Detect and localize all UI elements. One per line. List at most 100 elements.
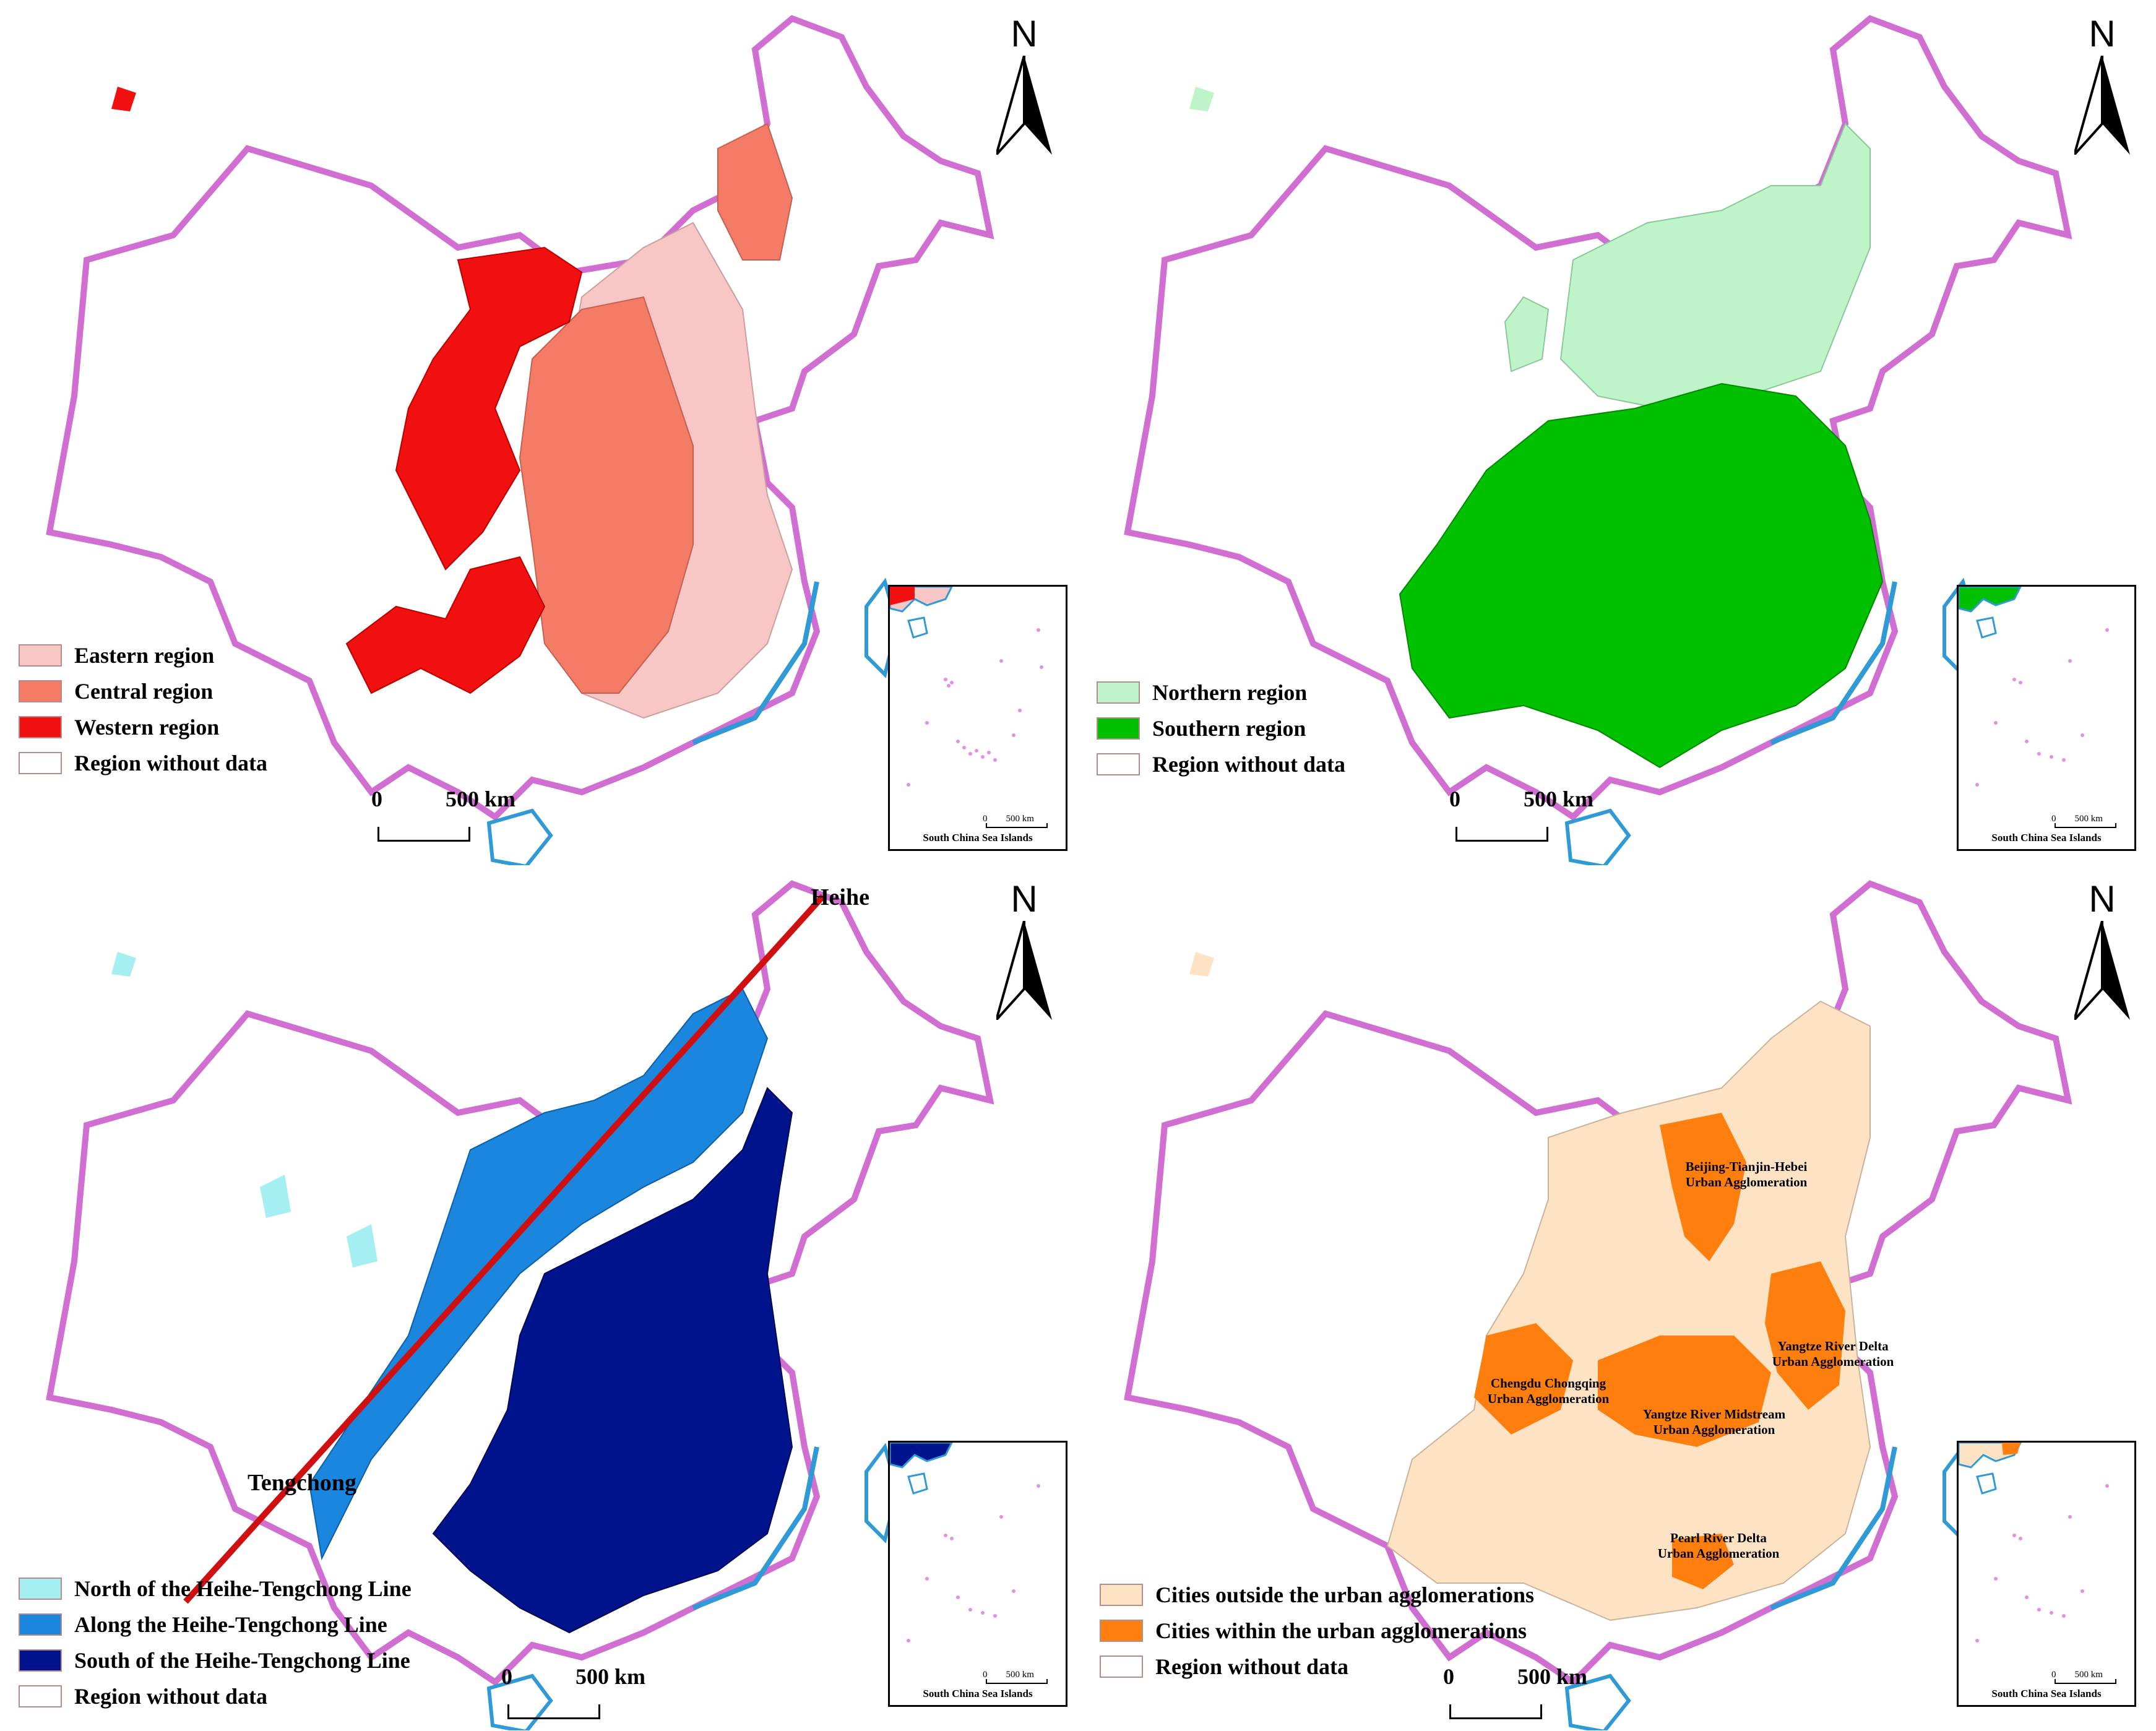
legend-swatch [1097,681,1140,704]
legend-swatch [19,716,62,738]
legend-label: Western region [74,715,220,740]
china-map [1078,865,2156,1730]
legend-label: Region without data [74,751,268,775]
legend-label: Northern region [1152,680,1308,705]
legend-label: North of the Heihe-Tengchong Line [74,1576,412,1601]
south-china-sea-inset: 0 500 km South China Sea Islands [1957,1441,2136,1707]
inset-label: South China Sea Islands [1991,1688,2102,1699]
china-map [0,865,1078,1730]
north-arrow: N [990,878,1058,1020]
legend: Eastern region Central region Western re… [19,637,267,781]
legend-swatch [1097,753,1140,775]
legend-label: Region without data [1155,1654,1349,1679]
agglomeration-label: Yangtze River Delta Urban Agglomeration [1772,1339,1894,1369]
legend-item: North of the Heihe-Tengchong Line [19,1571,412,1607]
scale-distance: 500 km [1524,787,1594,811]
agglomeration-label: Chengdu Chongqing Urban Agglomeration [1487,1376,1610,1406]
south-china-sea-inset: 0 500 km South China Sea Islands [888,1441,1067,1707]
scale-zero: 0 [1449,787,1460,811]
legend-swatch [19,1578,62,1600]
legend-item: Region without data [19,745,267,781]
tengchong-label: Tengchong [248,1470,356,1496]
north-arrow: N [2068,878,2136,1020]
scale-zero: 0 [371,787,382,811]
legend: North of the Heihe-Tengchong Line Along … [19,1571,412,1714]
legend-item: Region without data [19,1678,412,1714]
legend-swatch [19,644,62,667]
north-arrow-icon [2074,56,2130,155]
legend-item: Along the Heihe-Tengchong Line [19,1607,412,1643]
north-arrow: N [2068,12,2136,155]
legend-swatch [1100,1620,1143,1642]
scale-bar-line [507,1704,600,1719]
legend-label: Along the Heihe-Tengchong Line [74,1612,387,1637]
north-arrow-icon [996,921,1052,1020]
map-panel-regions: N Eastern region Central region Western … [0,0,1078,865]
legend: Northern region Southern region Region w… [1097,675,1345,782]
inset-scale-bar [986,823,1048,828]
inset-scale-zero: 0 500 km [983,814,1034,824]
north-label: N [1011,878,1038,920]
legend-label: Eastern region [74,643,215,668]
inset-scale-zero: 0 500 km [2051,814,2103,824]
scale-bar-line [1449,1704,1542,1719]
legend-swatch [19,752,62,774]
north-label: N [2089,13,2116,54]
heihe-label: Heihe [811,884,869,910]
scale-bar: 0 500 km [1449,786,1610,848]
legend-item: Region without data [1097,746,1345,782]
map-panel-urban-agglomerations: Beijing-Tianjin-Hebei Urban Agglomeration… [1078,865,2156,1730]
agglomeration-label: Pearl River Delta Urban Agglomeration [1657,1530,1780,1561]
scale-distance: 500 km [576,1664,646,1689]
inset-scale-zero: 0 500 km [983,1670,1034,1680]
china-map [1078,0,2156,865]
inset-label: South China Sea Islands [923,1688,1033,1699]
north-label: N [2089,878,2116,920]
inset-map [890,1443,1040,1643]
inset-scale-bar [986,1679,1048,1684]
legend-item: Cities outside the urban agglomerations [1100,1577,1534,1613]
legend-swatch [1097,717,1140,740]
inset-map [1959,587,2109,787]
legend-label: South of the Heihe-Tengchong Line [74,1648,410,1673]
scale-distance: 500 km [1517,1664,1588,1689]
scale-bar: 0 500 km [371,786,532,848]
legend-swatch [19,1685,62,1707]
inset-scale-zero: 0 500 km [2051,1670,2103,1680]
scale-bar-line [1455,827,1548,842]
legend-item: Southern region [1097,710,1345,746]
legend-label: Region without data [1152,752,1346,777]
legend-swatch [19,1649,62,1672]
legend-label: Southern region [1152,716,1306,741]
scale-bar-line [377,827,470,842]
scale-bar: 0 500 km [1443,1664,1604,1725]
south-china-sea-inset: 0 500 km South China Sea Islands [1957,585,2136,851]
north-arrow: N [990,12,1058,155]
legend-item: Northern region [1097,675,1345,710]
legend-label: Cities within the urban agglomerations [1155,1618,1527,1643]
legend-swatch [19,1613,62,1636]
scale-distance: 500 km [446,787,516,811]
legend: Cities outside the urban agglomerations … [1100,1577,1534,1685]
legend-swatch [19,680,62,702]
legend-item: Eastern region [19,637,267,673]
inset-map [1959,1443,2109,1643]
map-panel-heihe-tengchong: Heihe Tengchong N North of the Heihe-Ten… [0,865,1078,1730]
map-panel-north-south: N Northern region Southern region Region… [1078,0,2156,865]
legend-label: Cities outside the urban agglomerations [1155,1582,1534,1607]
scale-bar: 0 500 km [501,1664,662,1725]
legend-label: Central region [74,679,213,704]
legend-item: Cities within the urban agglomerations [1100,1613,1534,1649]
legend-swatch [1100,1655,1143,1678]
legend-swatch [1100,1584,1143,1606]
inset-scale-bar [2055,1679,2116,1684]
agglomeration-label: Beijing-Tianjin-Hebei Urban Agglomeration [1685,1159,1808,1189]
scale-zero: 0 [1443,1664,1454,1689]
north-arrow-icon [996,56,1052,155]
north-arrow-icon [2074,921,2130,1020]
south-china-sea-inset: 0 500 km South China Sea Islands [888,585,1067,851]
legend-label: Region without data [74,1684,268,1709]
scale-zero: 0 [501,1664,512,1689]
inset-label: South China Sea Islands [1991,832,2102,844]
agglomeration-label: Yangtze River Midstream Urban Agglomerati… [1642,1407,1786,1437]
